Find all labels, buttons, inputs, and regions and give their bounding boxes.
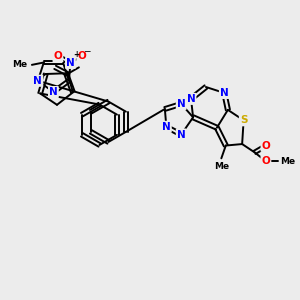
Text: N: N	[162, 122, 171, 132]
Text: S: S	[240, 115, 247, 125]
Text: O: O	[54, 51, 62, 62]
Text: Me: Me	[280, 157, 295, 166]
Text: N: N	[66, 58, 75, 68]
Text: N: N	[220, 88, 229, 98]
Text: N: N	[49, 87, 58, 97]
Text: N: N	[177, 130, 186, 140]
Text: N: N	[177, 99, 186, 109]
Text: O: O	[262, 156, 270, 166]
Text: −: −	[83, 46, 90, 55]
Text: O: O	[262, 141, 270, 151]
Text: O: O	[77, 51, 86, 62]
Text: Me: Me	[214, 162, 229, 171]
Text: +: +	[74, 50, 80, 59]
Text: N: N	[34, 76, 42, 86]
Text: Me: Me	[12, 60, 27, 69]
Text: N: N	[187, 94, 195, 104]
